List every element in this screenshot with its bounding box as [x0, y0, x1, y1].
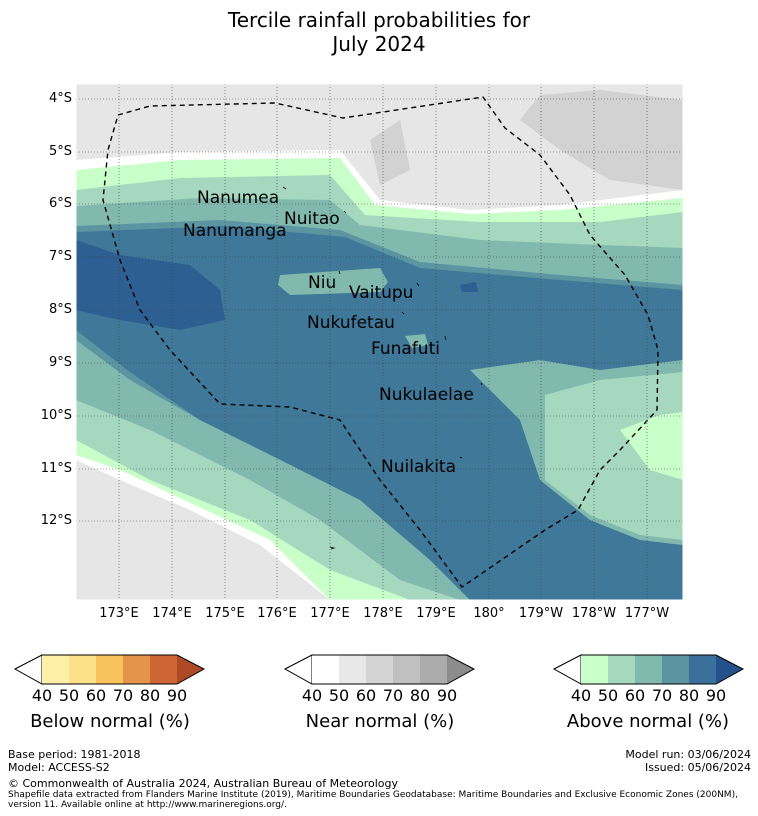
- copyright: © Commonwealth of Australia 2024, Austra…: [8, 777, 398, 790]
- shapefile-credit-line2: version 11. Available online at http://w…: [8, 800, 287, 810]
- chart-title-line2: July 2024: [332, 32, 426, 56]
- lat-label: 6°S: [48, 196, 72, 211]
- colorbar-swatch: [339, 655, 366, 684]
- lon-label: 177°W: [624, 606, 670, 621]
- lon-label: 180°: [473, 606, 505, 621]
- place-label-funafuti: Funafuti: [371, 339, 440, 359]
- colorbar-swatch: [96, 655, 123, 684]
- lon-label: 179°W: [518, 606, 564, 621]
- tick-label: 80: [409, 686, 431, 705]
- tick-label: 50: [58, 686, 80, 705]
- colorbar-swatch: [635, 655, 662, 684]
- lon-label: 174°E: [152, 606, 192, 621]
- colorbar-swatch: [716, 655, 743, 684]
- colorbar-near: [283, 654, 476, 685]
- colorbar-swatch: [150, 655, 177, 684]
- lat-label: 12°S: [40, 513, 72, 528]
- base-period: Base period: 1981-2018: [8, 748, 141, 761]
- colorbar-swatch: [312, 655, 339, 684]
- lat-label: 11°S: [40, 461, 72, 476]
- place-label-nukufetau: Nukufetau: [307, 313, 395, 333]
- colorbar-swatch: [123, 655, 150, 684]
- colorbar-swatch: [581, 655, 608, 684]
- shapefile-credit-line1: Shapefile data extracted from Flanders M…: [8, 790, 738, 800]
- colorbar-below: [13, 654, 206, 685]
- colorbar-above-label: Above normal (%): [566, 711, 730, 732]
- island-markers: [282, 186, 483, 550]
- place-label-nanumanga: Nanumanga: [183, 221, 287, 241]
- colorbar-swatch: [69, 655, 96, 684]
- chart-title-line1: Tercile rainfall probabilities for: [227, 8, 531, 32]
- tick-label: 40: [31, 686, 53, 705]
- tick-label: 90: [705, 686, 727, 705]
- lon-label: 178°W: [571, 606, 617, 621]
- place-label-vaitupu: Vaitupu: [349, 283, 414, 303]
- colorbar-below-label: Below normal (%): [30, 711, 190, 732]
- lat-label: 8°S: [48, 302, 72, 317]
- lon-label: 178°E: [363, 606, 403, 621]
- colorbar-swatch: [177, 655, 204, 684]
- colorbar-swatch: [393, 655, 420, 684]
- place-label-nuitao: Nuitao: [284, 209, 340, 229]
- tick-label: 70: [112, 686, 134, 705]
- tick-label: 60: [85, 686, 107, 705]
- tick-label: 80: [139, 686, 161, 705]
- issued-date: Issued: 05/06/2024: [644, 761, 751, 774]
- lat-label: 9°S: [48, 355, 72, 370]
- lat-label: 4°S: [48, 91, 72, 106]
- place-label-nanumea: Nanumea: [197, 188, 280, 208]
- colorbar-near-label: Near normal (%): [305, 711, 455, 732]
- tick-label: 40: [301, 686, 323, 705]
- tick-label: 80: [678, 686, 700, 705]
- map-field: [76, 84, 683, 600]
- tick-label: 60: [624, 686, 646, 705]
- colorbar-above: [552, 654, 745, 685]
- place-label-nukulaelae: Nukulaelae: [379, 385, 474, 405]
- map-frame: [75, 83, 684, 601]
- colorbar-swatch: [447, 655, 474, 684]
- tick-label: 90: [166, 686, 188, 705]
- tick-label: 90: [436, 686, 458, 705]
- place-label-nuilakita: Nuilakita: [381, 457, 457, 477]
- tick-label: 50: [328, 686, 350, 705]
- lat-label: 10°S: [40, 408, 72, 423]
- lon-label: 175°E: [205, 606, 245, 621]
- colorbar-swatch: [366, 655, 393, 684]
- tick-label: 70: [651, 686, 673, 705]
- tick-label: 40: [570, 686, 592, 705]
- lon-label: 179°E: [416, 606, 456, 621]
- graticule: [76, 84, 683, 600]
- colorbar-swatch: [420, 655, 447, 684]
- lat-label: 5°S: [48, 144, 72, 159]
- tick-label: 60: [355, 686, 377, 705]
- model-run: Model run: 03/06/2024: [625, 748, 751, 761]
- colorbar-swatch: [662, 655, 689, 684]
- place-label-niu: Niu: [308, 273, 337, 293]
- lon-label: 176°E: [257, 606, 297, 621]
- colorbar-swatch: [608, 655, 635, 684]
- lon-label: 177°E: [310, 606, 350, 621]
- lat-label: 7°S: [48, 249, 72, 264]
- model-name: Model: ACCESS-S2: [8, 761, 110, 774]
- tick-label: 50: [597, 686, 619, 705]
- lon-label: 173°E: [99, 606, 139, 621]
- colorbar-swatch: [42, 655, 69, 684]
- tick-label: 70: [382, 686, 404, 705]
- colorbar-swatch: [689, 655, 716, 684]
